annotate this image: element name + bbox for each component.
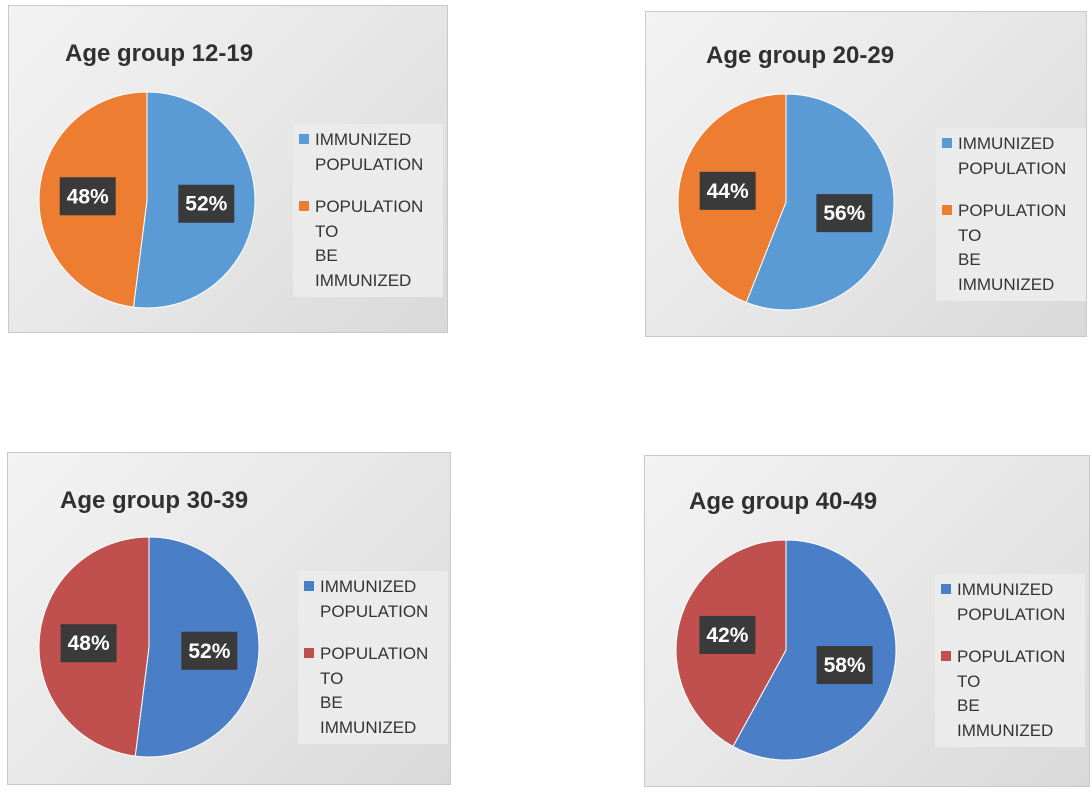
data-label-text: 44% bbox=[707, 180, 749, 203]
pie-chart: 52% 48% bbox=[38, 91, 256, 309]
data-label-box bbox=[181, 631, 238, 670]
legend: IMMUNIZED POPULATION POPULATION TO BE IM… bbox=[936, 128, 1086, 301]
legend: IMMUNIZED POPULATION POPULATION TO BE IM… bbox=[935, 574, 1085, 747]
legend-label: IMMUNIZED POPULATION bbox=[315, 130, 424, 174]
legend-label: IMMUNIZED POPULATION bbox=[958, 134, 1067, 178]
legend-item-immunized: IMMUNIZED POPULATION bbox=[941, 578, 1075, 627]
data-label-text: 58% bbox=[824, 654, 866, 677]
chart-panel-age-12-19: Age group 12-19 52% 48% IMMUNIZED POPULAT… bbox=[8, 5, 448, 333]
legend-swatch-to-be-immunized bbox=[941, 651, 951, 661]
chart-panel-age-20-29: Age group 20-29 56% 44% IMMUNIZED POPULAT… bbox=[645, 11, 1087, 337]
data-label: 42% bbox=[699, 615, 756, 654]
legend-swatch-immunized bbox=[941, 584, 951, 594]
legend-swatch-immunized bbox=[299, 134, 309, 144]
legend-swatch-immunized bbox=[304, 581, 314, 591]
data-label: 52% bbox=[178, 184, 235, 223]
data-label-text: 52% bbox=[185, 193, 227, 216]
legend-label: POPULATION TO BE IMMUNIZED bbox=[315, 197, 424, 290]
data-label-box bbox=[699, 171, 756, 210]
data-label: 52% bbox=[181, 631, 238, 670]
pie-chart: 52% 48% bbox=[38, 536, 260, 758]
data-label: 48% bbox=[59, 177, 116, 216]
data-label-box bbox=[60, 624, 117, 663]
legend-label: POPULATION TO BE IMMUNIZED bbox=[957, 647, 1066, 740]
chart-title: Age group 30-39 bbox=[60, 487, 249, 514]
legend-item-to-be-immunized: POPULATION TO BE IMMUNIZED bbox=[942, 199, 1076, 297]
data-label: 44% bbox=[699, 171, 756, 210]
legend-label: IMMUNIZED POPULATION bbox=[957, 580, 1066, 624]
data-label-box bbox=[816, 194, 873, 233]
legend: IMMUNIZED POPULATION POPULATION TO BE IM… bbox=[298, 571, 448, 744]
data-label-text: 56% bbox=[823, 202, 865, 225]
data-label-box bbox=[699, 615, 756, 654]
pie-chart: 56% 44% bbox=[677, 93, 895, 311]
data-label: 56% bbox=[816, 194, 873, 233]
data-label-text: 48% bbox=[68, 632, 110, 655]
legend-item-immunized: IMMUNIZED POPULATION bbox=[299, 128, 433, 177]
data-label: 48% bbox=[60, 624, 117, 663]
legend-swatch-to-be-immunized bbox=[942, 205, 952, 215]
legend-swatch-to-be-immunized bbox=[304, 648, 314, 658]
legend-item-to-be-immunized: POPULATION TO BE IMMUNIZED bbox=[299, 195, 433, 293]
data-label-box bbox=[816, 646, 873, 685]
legend: IMMUNIZED POPULATION POPULATION TO BE IM… bbox=[293, 124, 443, 297]
pie-chart: 58% 42% bbox=[675, 539, 897, 761]
pie-slice-immunized bbox=[732, 539, 897, 761]
chart-title: Age group 12-19 bbox=[65, 40, 254, 67]
data-label-box bbox=[59, 177, 116, 216]
legend-swatch-immunized bbox=[942, 138, 952, 148]
chart-title: Age group 20-29 bbox=[706, 42, 895, 69]
data-label-text: 48% bbox=[67, 185, 109, 208]
chart-panel-age-40-49: Age group 40-49 58% 42% IMMUNIZED POPULAT… bbox=[644, 455, 1090, 787]
data-label-box bbox=[178, 184, 235, 223]
legend-label: IMMUNIZED POPULATION bbox=[320, 577, 429, 621]
legend-label: POPULATION TO BE IMMUNIZED bbox=[958, 201, 1067, 294]
data-label-text: 52% bbox=[188, 640, 230, 663]
legend-item-immunized: IMMUNIZED POPULATION bbox=[304, 575, 438, 624]
legend-label: POPULATION TO BE IMMUNIZED bbox=[320, 644, 429, 737]
legend-item-to-be-immunized: POPULATION TO BE IMMUNIZED bbox=[304, 642, 438, 740]
data-label-text: 42% bbox=[706, 624, 748, 647]
chart-panel-age-30-39: Age group 30-39 52% 48% IMMUNIZED POPULAT… bbox=[7, 452, 451, 785]
data-label: 58% bbox=[816, 646, 873, 685]
chart-title: Age group 40-49 bbox=[689, 488, 878, 515]
legend-swatch-to-be-immunized bbox=[299, 201, 309, 211]
legend-item-to-be-immunized: POPULATION TO BE IMMUNIZED bbox=[941, 645, 1075, 743]
legend-item-immunized: IMMUNIZED POPULATION bbox=[942, 132, 1076, 181]
